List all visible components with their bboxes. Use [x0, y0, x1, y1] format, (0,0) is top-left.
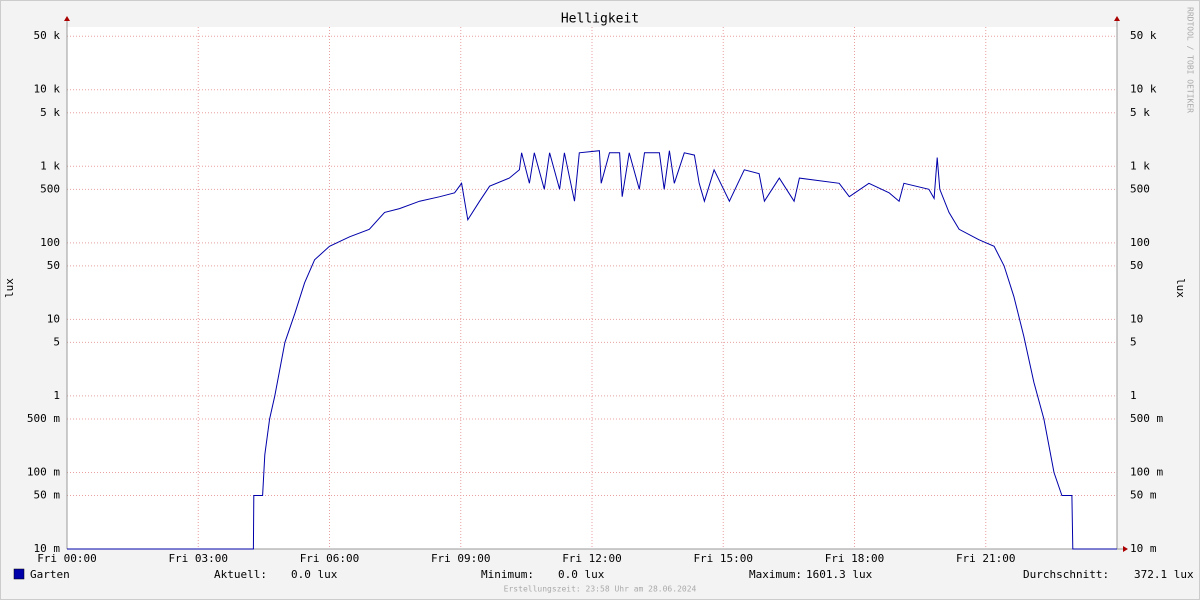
arrow — [1114, 16, 1120, 21]
x-tick-label: Fri 03:00 — [168, 552, 228, 565]
x-tick-label: Fri 15:00 — [693, 552, 753, 565]
y-tick-label-right: 10 k — [1130, 83, 1157, 96]
y-tick-label: 100 — [40, 236, 60, 249]
y-axis-label-right: lux — [1174, 278, 1187, 298]
y-tick-label-right: 5 — [1130, 335, 1137, 348]
y-tick-label-right: 500 — [1130, 182, 1150, 195]
arrow — [64, 16, 70, 21]
x-tick-label: Fri 00:00 — [37, 552, 97, 565]
chart-title: Helligkeit — [561, 12, 639, 27]
y-tick-label-right: 5 k — [1130, 106, 1150, 119]
legend-label: Garten — [30, 568, 70, 581]
y-tick-label-right: 10 m — [1130, 542, 1157, 555]
y-tick-label: 50 k — [34, 29, 61, 42]
y-tick-label-right: 50 — [1130, 259, 1143, 272]
stat-label: Minimum: — [481, 568, 534, 581]
x-tick-label: Fri 21:00 — [956, 552, 1016, 565]
stat-label: Durchschnitt: — [1023, 568, 1109, 581]
x-tick-label: Fri 18:00 — [825, 552, 885, 565]
stat-value: 0.0 lux — [558, 568, 605, 581]
stat-label: Maximum: — [749, 568, 802, 581]
y-tick-label: 10 m — [34, 542, 61, 555]
x-tick-label: Fri 06:00 — [300, 552, 360, 565]
y-tick-label: 100 m — [27, 465, 60, 478]
y-tick-label-right: 100 — [1130, 236, 1150, 249]
y-tick-label: 50 m — [34, 488, 61, 501]
data-line — [67, 150, 1117, 550]
y-tick-label: 500 — [40, 182, 60, 195]
y-tick-label: 10 — [47, 312, 60, 325]
stat-label: Aktuell: — [214, 568, 267, 581]
y-axis-label: lux — [3, 278, 16, 298]
stat-value: 0.0 lux — [291, 568, 338, 581]
y-tick-label: 5 k — [40, 106, 60, 119]
watermark: RRDTOOL / TOBI OETIKER — [1186, 7, 1195, 113]
y-tick-label: 5 — [53, 335, 60, 348]
y-tick-label: 50 — [47, 259, 60, 272]
y-tick-label-right: 500 m — [1130, 412, 1163, 425]
footer: Erstellungszeit: 23:58 Uhr am 28.06.2024 — [504, 585, 697, 594]
y-tick-label-right: 50 k — [1130, 29, 1157, 42]
y-tick-label: 10 k — [34, 83, 61, 96]
y-tick-label-right: 50 m — [1130, 488, 1157, 501]
arrow — [1123, 546, 1128, 552]
y-tick-label-right: 1 — [1130, 389, 1137, 402]
y-tick-label: 1 k — [40, 159, 60, 172]
stat-value: 372.1 lux — [1134, 568, 1194, 581]
y-tick-label-right: 10 — [1130, 312, 1143, 325]
y-tick-label: 500 m — [27, 412, 60, 425]
y-tick-label-right: 100 m — [1130, 465, 1163, 478]
y-tick-label: 1 — [53, 389, 60, 402]
y-tick-label-right: 1 k — [1130, 159, 1150, 172]
stat-value: 1601.3 lux — [806, 568, 873, 581]
x-tick-label: Fri 12:00 — [562, 552, 622, 565]
x-tick-label: Fri 09:00 — [431, 552, 491, 565]
legend-swatch — [13, 568, 25, 580]
